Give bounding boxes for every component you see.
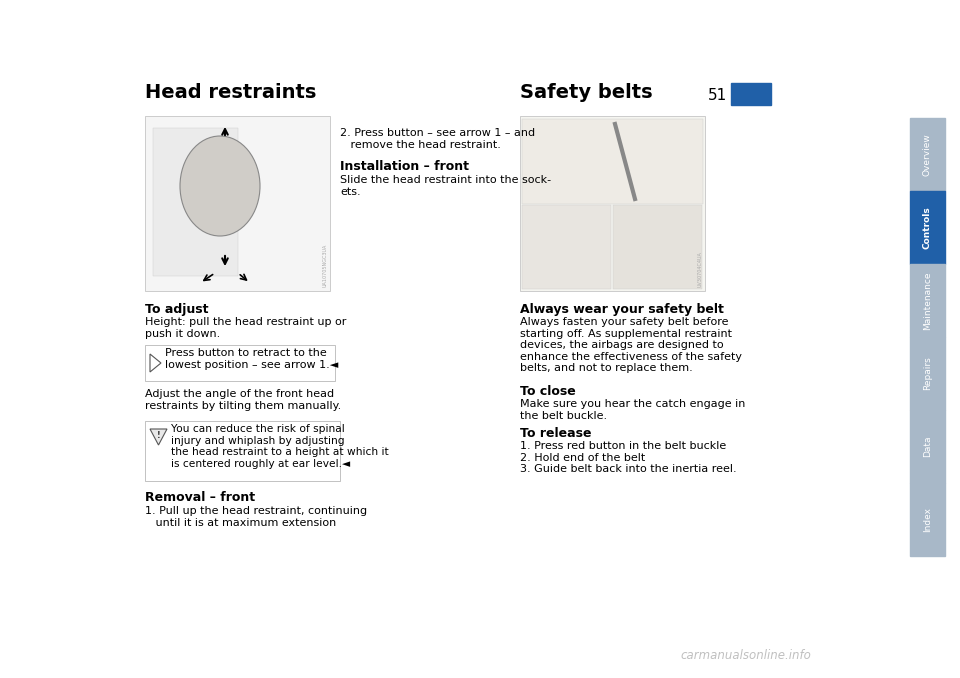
Text: carmanualsonline.info: carmanualsonline.info	[680, 649, 811, 662]
Polygon shape	[150, 429, 167, 445]
Bar	[613, 205, 702, 289]
Polygon shape	[150, 354, 161, 372]
Text: Removal – front: Removal – front	[145, 491, 255, 504]
Text: Index: Index	[923, 507, 932, 532]
Text: 1. Pull up the head restraint, continuing
   until it is at maximum extension: 1. Pull up the head restraint, continuin…	[145, 506, 367, 527]
Text: Overview: Overview	[923, 133, 932, 176]
Bar	[731, 83, 771, 105]
Bar	[910, 337, 945, 410]
Text: 51: 51	[708, 87, 727, 102]
Bar	[910, 191, 945, 264]
Text: To close: To close	[520, 385, 576, 398]
Text: Repairs: Repairs	[923, 357, 932, 391]
Text: 1. Press red button in the belt buckle
2. Hold end of the belt
3. Guide belt bac: 1. Press red button in the belt buckle 2…	[520, 441, 736, 474]
Text: Head restraints: Head restraints	[145, 83, 317, 102]
Text: !: !	[156, 431, 160, 439]
Bar	[145, 345, 335, 381]
Text: 2. Press button – see arrow 1 – and
   remove the head restraint.: 2. Press button – see arrow 1 – and remo…	[340, 128, 535, 150]
Text: Maintenance: Maintenance	[923, 271, 932, 330]
Bar	[145, 421, 340, 481]
Text: You can reduce the risk of spinal
injury and whiplash by adjusting
the head rest: You can reduce the risk of spinal injury…	[171, 424, 389, 468]
Bar	[910, 118, 945, 191]
Text: Slide the head restraint into the sock-
ets.: Slide the head restraint into the sock- …	[340, 175, 551, 197]
Text: Adjust the angle of the front head
restraints by tilting them manually.: Adjust the angle of the front head restr…	[145, 389, 341, 411]
Ellipse shape	[180, 136, 260, 236]
Text: Height: pull the head restraint up or
push it down.: Height: pull the head restraint up or pu…	[145, 317, 347, 338]
Text: UV30704C4UA: UV30704C4UA	[698, 251, 703, 287]
Bar	[520, 116, 705, 291]
Bar	[910, 483, 945, 556]
Text: Press button to retract to the
lowest position – see arrow 1.◄: Press button to retract to the lowest po…	[165, 348, 338, 370]
Text: Safety belts: Safety belts	[520, 83, 653, 102]
Text: To adjust: To adjust	[145, 303, 208, 316]
Bar	[522, 205, 611, 289]
Bar	[522, 119, 703, 204]
Text: Installation – front: Installation – front	[340, 160, 469, 173]
Bar	[910, 410, 945, 483]
Text: Data: Data	[923, 436, 932, 457]
Text: Always fasten your safety belt before
starting off. As supplemental restraint
de: Always fasten your safety belt before st…	[520, 317, 742, 374]
Text: Controls: Controls	[923, 206, 932, 249]
Text: Always wear your safety belt: Always wear your safety belt	[520, 303, 724, 316]
Text: UA10705NGC3UA: UA10705NGC3UA	[323, 243, 328, 287]
Bar	[145, 116, 330, 291]
Text: Make sure you hear the catch engage in
the belt buckle.: Make sure you hear the catch engage in t…	[520, 399, 745, 420]
Bar	[910, 264, 945, 337]
Text: To release: To release	[520, 427, 591, 440]
Bar	[153, 128, 238, 276]
